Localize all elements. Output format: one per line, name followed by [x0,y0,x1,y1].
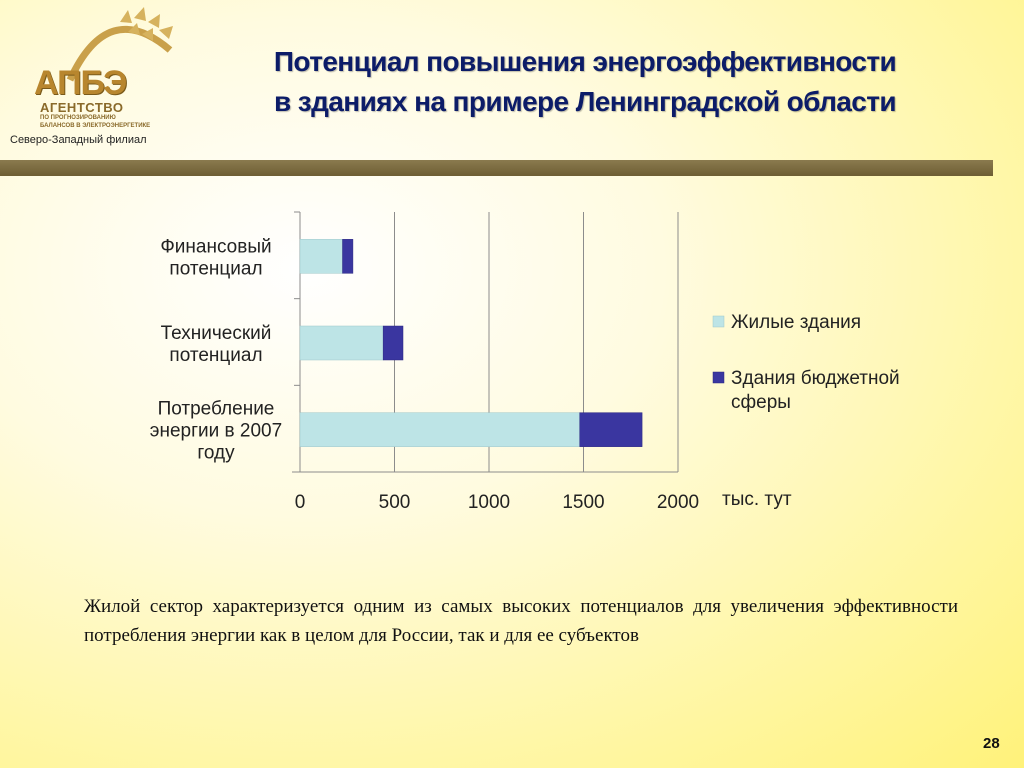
logo-agency: АГЕНТСТВО [40,100,124,115]
branch-label: Северо-Западный филиал [10,134,147,146]
page-title: Потенциал повышения энергоэффективности … [170,42,1000,122]
bar-public [382,325,404,361]
bar-residential [299,325,384,361]
bar-residential [299,412,580,447]
wheat-arc-icon [66,7,173,82]
category-label: потенциал [169,345,262,366]
body-text: Жилой сектор характеризуется одним из са… [84,596,958,646]
x-tick-label: 0 [295,492,306,513]
legend-swatch [712,315,725,328]
bar-public [579,412,643,447]
category-label: Потребление [158,399,275,420]
bar-chart: ФинансовыйпотенциалТехническийпотенциалП… [150,211,900,513]
legend-label: Здания бюджетной [731,368,900,389]
legend-label: Жилые здания [731,312,861,333]
logo-subtitle: БАЛАНСОВ В ЭЛЕКТРОЭНЕРГЕТИКЕ [40,123,151,129]
bar-public [342,239,354,274]
page-number: 28 [983,735,1000,752]
category-label: году [197,443,235,464]
x-tick-label: 500 [379,492,411,513]
logo-subtitle: ПО ПРОГНОЗИРОВАНИЮ [40,115,116,121]
category-label: Технический [161,323,272,344]
category-label: Финансовый [160,236,271,257]
category-label: потенциал [169,258,262,279]
legend-swatch [712,371,725,384]
header-divider [0,160,993,176]
logo-abbr: АПБЭ [34,64,127,102]
x-tick-label: 2000 [657,492,699,513]
category-label: энергии в 2007 [150,421,282,442]
bar-residential [299,239,343,274]
title-line-2: в зданиях на примере Ленинградской облас… [274,86,897,117]
legend-label: сферы [731,392,791,413]
x-tick-label: 1500 [562,492,604,513]
title-line-1: Потенциал повышения энергоэффективности [273,46,897,77]
logo: АПБЭ АГЕНТСТВО ПО ПРОГНОЗИРОВАНИЮ БАЛАНС… [8,2,183,152]
x-tick-label: 1000 [468,492,510,513]
x-unit-label: тыс. тут [722,489,792,510]
